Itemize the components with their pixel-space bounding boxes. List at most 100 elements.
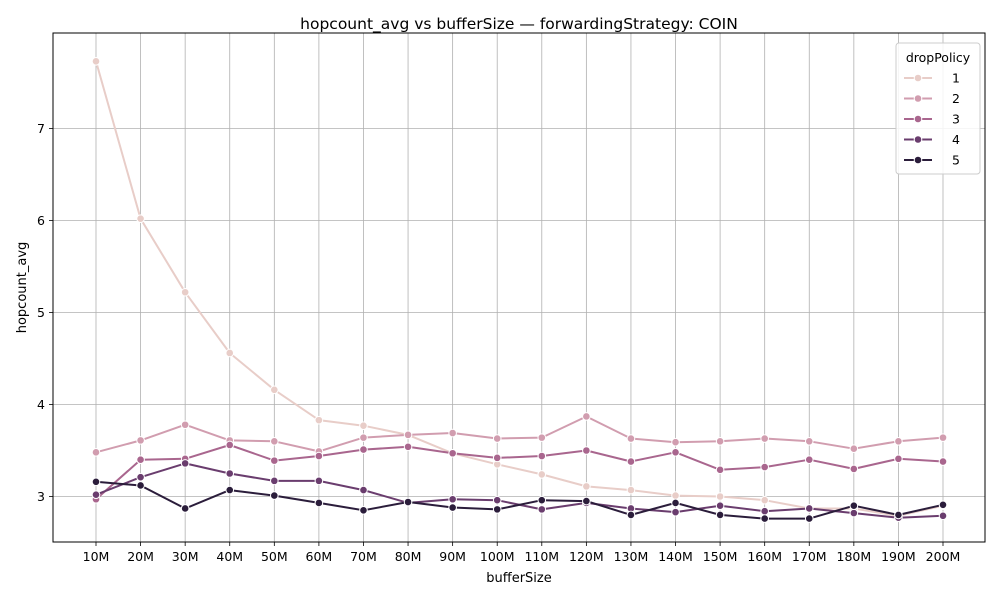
x-tick-label: 60M: [306, 549, 333, 564]
legend-item-4: 4: [904, 132, 960, 147]
data-point: [136, 481, 145, 490]
data-point: [270, 456, 279, 465]
data-point: [270, 385, 279, 395]
data-point: [849, 501, 859, 511]
data-point: [760, 506, 769, 516]
x-ticks: 10M 20M 30M 40M 50M 60M 70M 80M 90M 100M 110M 120M 1…: [83, 542, 961, 564]
x-tick-label: 190M: [881, 549, 916, 564]
x-tick-label: 140M: [658, 549, 693, 564]
data-point: [180, 504, 190, 513]
series-line: [95, 462, 944, 519]
series-2: [91, 412, 948, 457]
data-point: [760, 495, 769, 505]
data-point: [359, 421, 368, 430]
plot-frame: [52, 32, 986, 543]
series-3: [91, 440, 948, 504]
legend: dropPolicy 1 2 3 4 5: [895, 42, 981, 175]
data-point: [492, 453, 502, 463]
data-point: [671, 448, 680, 457]
data-point: [671, 437, 680, 447]
data-point: [582, 412, 591, 421]
data-point: [626, 457, 636, 466]
data-point: [582, 482, 591, 491]
data-point: [849, 508, 859, 518]
x-tick-label: 110M: [524, 549, 559, 564]
data-point: [270, 491, 279, 500]
data-point: [314, 498, 324, 508]
data-point: [760, 514, 769, 523]
y-tick-label: 5: [37, 305, 45, 320]
data-point: [894, 510, 903, 520]
legend-item-1: 1: [904, 71, 960, 86]
data-point: [804, 437, 814, 446]
data-point: [938, 457, 948, 466]
data-point: [582, 446, 591, 455]
legend-item-2: 2: [904, 91, 960, 106]
data-point: [626, 485, 636, 495]
data-point: [938, 511, 948, 521]
chart-title: hopcount_avg vs bufferSize — forwardingS…: [300, 15, 738, 34]
x-tick-label: 130M: [614, 549, 649, 564]
x-tick-label: 160M: [747, 549, 782, 564]
data-point: [314, 451, 324, 461]
data-point: [448, 448, 457, 458]
data-point: [849, 444, 859, 453]
x-tick-label: 180M: [837, 549, 872, 564]
data-point: [359, 506, 368, 515]
data-point: [626, 434, 636, 443]
data-point: [537, 495, 547, 505]
x-tick-label: 100M: [480, 549, 515, 564]
series-5: [91, 477, 948, 523]
data-point: [448, 494, 457, 504]
data-point: [938, 500, 948, 510]
legend-item-3: 3: [904, 112, 960, 127]
legend-label: 5: [952, 153, 960, 168]
x-tick-label: 150M: [703, 549, 738, 564]
legend-marker: [913, 155, 923, 165]
data-point: [938, 433, 948, 442]
x-axis-label: bufferSize: [486, 571, 551, 586]
data-point: [403, 442, 413, 452]
data-point: [760, 434, 769, 443]
legend-title: dropPolicy: [906, 50, 971, 65]
data-point: [582, 496, 591, 506]
legend-label: 1: [952, 71, 960, 86]
legend-marker: [913, 135, 923, 144]
series-line: [95, 480, 944, 520]
data-point: [492, 434, 502, 443]
data-point: [359, 433, 368, 442]
x-tick-label: 70M: [350, 549, 377, 564]
data-point: [403, 497, 413, 507]
data-point: [270, 437, 279, 446]
data-point: [537, 433, 547, 442]
data-point: [448, 428, 457, 438]
data-point: [671, 507, 680, 517]
data-point: [136, 436, 145, 445]
x-tick-label: 200M: [926, 549, 961, 564]
series-line: [95, 415, 944, 454]
data-point: [136, 472, 145, 482]
data-point: [225, 440, 235, 450]
data-point: [225, 469, 235, 478]
legend-label: 4: [952, 132, 960, 147]
data-point: [715, 437, 725, 446]
data-point: [894, 454, 903, 464]
legend-label: 3: [952, 112, 960, 127]
series-line: [95, 444, 944, 501]
data-point: [270, 476, 279, 486]
data-point: [537, 505, 547, 514]
x-tick-label: 90M: [439, 549, 466, 564]
x-tick-label: 50M: [261, 549, 288, 564]
data-point: [715, 492, 725, 501]
data-point: [180, 287, 190, 297]
series-1: [91, 57, 948, 521]
data-point: [91, 57, 101, 66]
data-point: [180, 459, 190, 468]
x-tick-label: 10M: [83, 549, 110, 564]
x-tick-label: 80M: [395, 549, 422, 564]
legend-marker: [913, 94, 923, 103]
y-tick-label: 6: [37, 213, 45, 228]
series-line: [95, 61, 944, 517]
data-point: [671, 498, 680, 508]
